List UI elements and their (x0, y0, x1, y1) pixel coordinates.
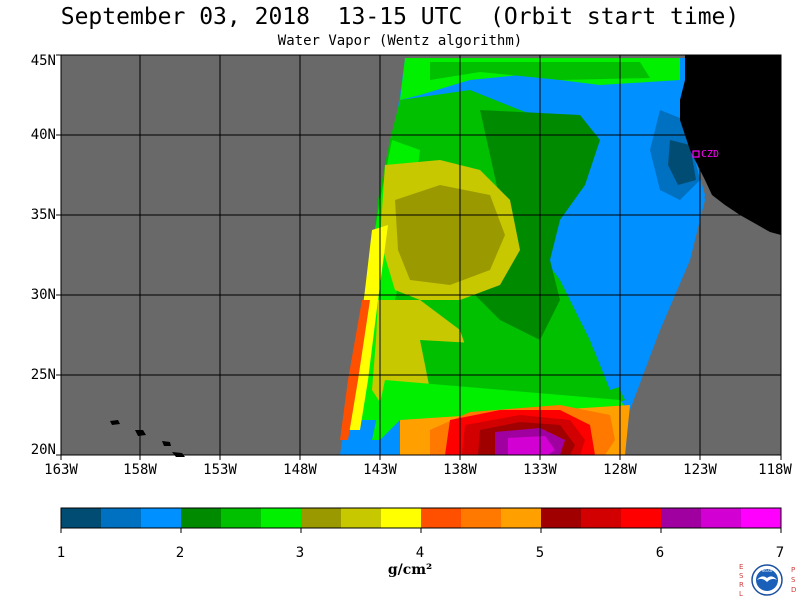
colorbar-swatch (461, 508, 502, 528)
colorbar-swatch (221, 508, 262, 528)
logo-letter-r: R (739, 581, 744, 589)
colorbar-swatch (101, 508, 142, 528)
colorbar-tick-3: 3 (295, 545, 305, 561)
colorbar-tick-7: 7 (775, 545, 785, 561)
lon-label-158W: 158W (123, 462, 157, 478)
colorbar-swatch (301, 508, 342, 528)
logo-letter-l: L (739, 590, 743, 598)
lat-label-25N: 25N (30, 367, 56, 383)
colorbar-tick-5: 5 (535, 545, 545, 561)
lon-label-148W: 148W (283, 462, 317, 478)
region-orange-west (340, 300, 370, 440)
station-label: CZD (701, 149, 719, 160)
station-czd: CZD (692, 149, 719, 160)
north-america-land (680, 55, 781, 235)
lat-label-45N: 45N (30, 53, 56, 69)
colorbar-swatch (421, 508, 462, 528)
lon-label-143W: 143W (363, 462, 397, 478)
lon-label-153W: 153W (203, 462, 237, 478)
lat-label-35N: 35N (30, 207, 56, 223)
colorbar-tick-6: 6 (655, 545, 665, 561)
colorbar (60, 507, 782, 533)
colorbar-tick-2: 2 (175, 545, 185, 561)
lat-label-30N: 30N (30, 287, 56, 303)
logo-letter-s2: S (791, 576, 796, 584)
logo-letter-d: D (791, 586, 796, 594)
colorbar-swatch (541, 508, 582, 528)
graticule (61, 55, 781, 455)
lon-label-138W: 138W (443, 462, 477, 478)
noaa-esrl-psd-logo: E S R L NOAA P S D (739, 563, 796, 598)
page-title: September 03, 2018 13-15 UTC (Orbit star… (60, 4, 740, 30)
lat-ticks (56, 54, 61, 456)
colorbar-swatch (621, 508, 662, 528)
hawaii-island-3 (162, 441, 171, 446)
colorbar-swatch (261, 508, 302, 528)
colorbar-swatch (661, 508, 702, 528)
region-dark-green (470, 110, 600, 340)
logo-letter-p: P (791, 566, 795, 574)
region-dark-olive (395, 185, 505, 285)
lon-label-123W: 123W (683, 462, 717, 478)
colorbar-swatch (701, 508, 742, 528)
colorbar-swatch (61, 508, 102, 528)
colorbar-swatch (381, 508, 422, 528)
logo-letter-e: E (739, 563, 743, 571)
lat-label-20N: 20N (30, 442, 56, 458)
region-navy-spot (668, 140, 696, 185)
lon-label-118W: 118W (758, 462, 792, 478)
logo-letter-s: S (739, 572, 744, 580)
colorbar-swatch (141, 508, 182, 528)
noaa-emblem-text: NOAA (762, 569, 773, 573)
colorbar-swatch (341, 508, 382, 528)
colorbar-tick-4: 4 (415, 545, 425, 561)
colorbar-swatch (501, 508, 542, 528)
colorbar-unit: g/cm² (387, 562, 433, 578)
noaa-emblem-bird-icon (757, 576, 777, 582)
lon-label-133W: 133W (523, 462, 557, 478)
region-magenta (508, 436, 555, 455)
lat-label-40N: 40N (30, 127, 56, 143)
colorbar-swatch (741, 508, 782, 528)
swath (340, 58, 705, 455)
colorbar-swatch (581, 508, 622, 528)
page-subtitle: Water Vapor (Wentz algorithm) (277, 33, 523, 49)
lon-label-163W: 163W (44, 462, 78, 478)
station-marker (692, 150, 700, 158)
hawaii-island-1 (110, 420, 120, 425)
lon-label-128W: 128W (603, 462, 637, 478)
colorbar-swatch (181, 508, 222, 528)
colorbar-tick-1: 1 (56, 545, 66, 561)
map-frame (60, 54, 782, 456)
lon-ticks (60, 455, 782, 460)
